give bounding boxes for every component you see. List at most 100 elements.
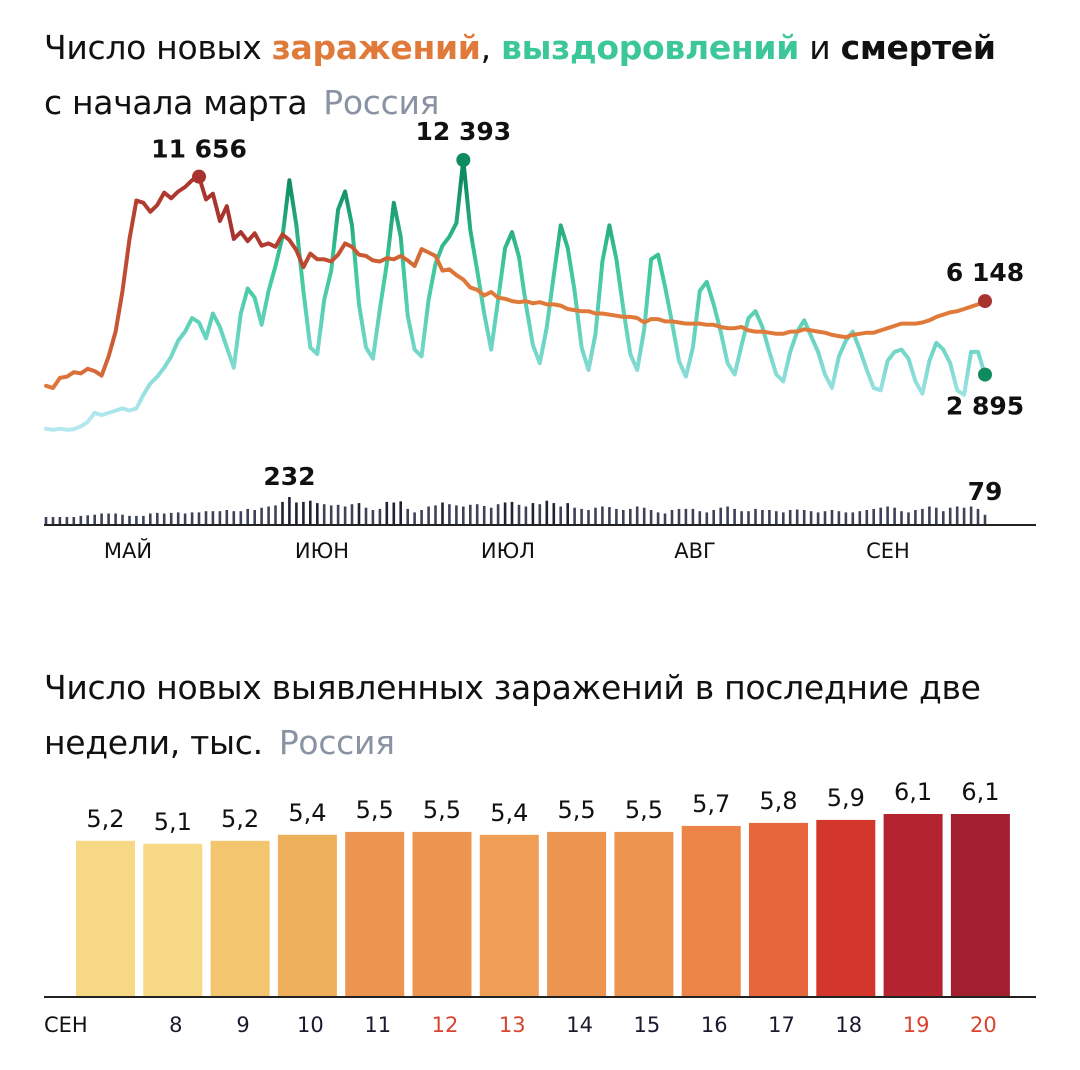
- deaths-bar: [726, 506, 729, 524]
- deaths-bar: [768, 510, 771, 524]
- deaths-bar: [601, 506, 604, 524]
- deaths-bar: [204, 511, 208, 524]
- deaths-bar: [656, 512, 660, 524]
- deaths-bar: [100, 513, 103, 524]
- deaths-bar: [712, 510, 715, 524]
- day-label: 8: [169, 1013, 182, 1037]
- chart2-title-text: Число новых выявленных заражений в после…: [44, 668, 981, 762]
- deaths-bar: [128, 515, 131, 524]
- deaths-bar: [371, 510, 375, 524]
- deaths-bar: [629, 508, 632, 524]
- deaths-bar: [928, 506, 931, 524]
- bar-19: [883, 814, 943, 996]
- deaths-bar: [935, 507, 938, 524]
- bar-13: [479, 834, 539, 996]
- month-label-jul: ИЮЛ: [481, 539, 535, 563]
- month-label-sep-2: СЕН: [44, 1013, 88, 1037]
- deaths-bar: [406, 508, 409, 524]
- deaths-bar: [733, 508, 736, 524]
- trend-chart: 11 656 12 393 6 148 2 895 232 79 МАЙ ИЮН…: [44, 117, 1036, 563]
- bar-10: [277, 834, 337, 996]
- deaths-last-label: 79: [968, 477, 1003, 506]
- deaths-bar: [594, 507, 597, 524]
- deaths-bar: [559, 506, 562, 524]
- deaths-bar: [740, 511, 743, 524]
- deaths-bar: [455, 505, 458, 524]
- bar-8: [143, 843, 203, 996]
- deaths-bar: [162, 513, 166, 524]
- deaths-bar: [670, 510, 674, 524]
- deaths-bar: [615, 508, 618, 524]
- deaths-bar: [907, 512, 910, 524]
- bar-value-label: 5,4: [490, 799, 528, 827]
- recoveries-last-label: 2 895: [946, 392, 1024, 421]
- deaths-bar: [698, 511, 702, 524]
- deaths-bar: [350, 504, 354, 524]
- month-label-jun: ИЮН: [295, 539, 349, 563]
- month-label-may: МАЙ: [104, 538, 152, 563]
- bar-12: [412, 831, 472, 996]
- day-label: 11: [364, 1013, 391, 1037]
- deaths-bar: [761, 510, 764, 524]
- month-label-aug: АВГ: [674, 539, 716, 563]
- bar-16: [681, 825, 741, 996]
- bar-value-label: 5,5: [625, 796, 663, 824]
- deaths-bar: [719, 507, 722, 524]
- deaths-bar: [378, 508, 382, 524]
- deaths-bars: [44, 497, 987, 524]
- deaths-bar: [364, 507, 368, 524]
- day-label: 14: [566, 1013, 593, 1037]
- deaths-bar: [921, 508, 924, 524]
- recoveries-peak-marker: [456, 153, 471, 168]
- deaths-bar: [434, 505, 437, 524]
- bar-value-label: 5,7: [692, 790, 730, 818]
- deaths-bar: [149, 513, 152, 524]
- day-label: 17: [768, 1013, 795, 1037]
- deaths-bar: [441, 502, 444, 524]
- infections-line: [44, 174, 987, 390]
- deaths-bar: [677, 508, 681, 524]
- deaths-bar: [802, 510, 806, 524]
- day-label: 12: [432, 1013, 459, 1037]
- title-conjunction: и: [799, 28, 841, 67]
- deaths-bar: [900, 511, 903, 524]
- deaths-bar: [823, 511, 827, 524]
- deaths-bar: [851, 512, 855, 524]
- deaths-bar: [114, 513, 117, 524]
- deaths-bar: [51, 517, 55, 524]
- day-label: 16: [701, 1013, 728, 1037]
- deaths-bar: [267, 506, 270, 524]
- deaths-bar: [948, 507, 952, 524]
- deaths-bar: [260, 507, 263, 524]
- deaths-bar: [316, 503, 319, 524]
- deaths-bar: [392, 502, 396, 524]
- deaths-bar: [295, 502, 298, 524]
- deaths-bar: [775, 511, 778, 524]
- bar-20: [950, 814, 1010, 996]
- deaths-bar: [886, 506, 889, 524]
- deaths-bar: [489, 507, 493, 524]
- day-label: 13: [499, 1013, 526, 1037]
- bar-value-label: 5,9: [827, 784, 865, 812]
- deaths-bar: [302, 501, 305, 524]
- deaths-bar: [663, 513, 667, 524]
- deaths-bar: [288, 497, 291, 524]
- deaths-bar: [816, 512, 820, 524]
- deaths-bar: [837, 511, 841, 524]
- deaths-bar: [86, 515, 89, 524]
- deaths-peak-label: 232: [263, 462, 315, 491]
- deaths-bar: [448, 504, 451, 524]
- bar-17: [749, 822, 808, 996]
- deaths-bar: [58, 517, 62, 524]
- deaths-bar: [218, 511, 222, 524]
- deaths-bar: [93, 514, 96, 524]
- deaths-bar: [545, 500, 549, 524]
- deaths-bar: [962, 507, 966, 524]
- bar-value-label: 5,5: [356, 796, 394, 824]
- day-label: 18: [835, 1013, 862, 1037]
- deaths-bar: [976, 508, 980, 524]
- deaths-bar: [469, 504, 472, 524]
- deaths-bar: [893, 507, 896, 524]
- deaths-bar: [503, 502, 507, 524]
- deaths-bar: [496, 504, 500, 524]
